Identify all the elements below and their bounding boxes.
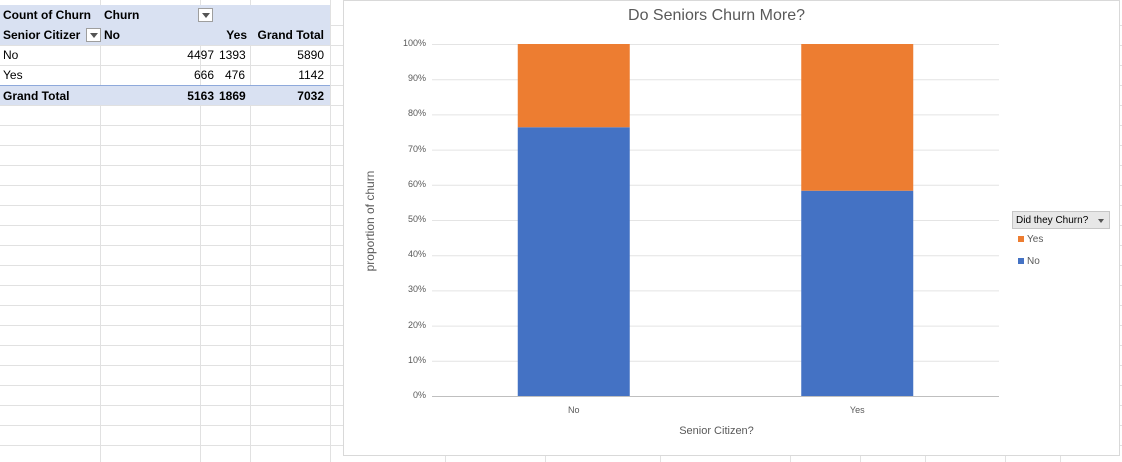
cell-total: 1142 bbox=[298, 68, 324, 82]
y-tick-label: 90% bbox=[407, 73, 426, 84]
cell-no: 4497 bbox=[187, 48, 214, 62]
column-header-no: No bbox=[104, 28, 120, 42]
row-label: Grand Total bbox=[3, 89, 70, 103]
y-tick-label: 100% bbox=[402, 38, 426, 48]
legend-swatch-yes bbox=[1018, 236, 1024, 243]
legend-swatch-no bbox=[1018, 258, 1024, 265]
pivot-header-row: Count of Churn Churn bbox=[0, 5, 330, 25]
legend-item-no: No bbox=[1012, 251, 1110, 273]
pivot-row-field: Senior Citizer bbox=[3, 28, 81, 42]
x-tick-label: Yes bbox=[849, 405, 865, 415]
bar-no-churn-no[interactable] bbox=[517, 127, 630, 396]
cell-yes: 1393 bbox=[219, 48, 246, 62]
cell-total: 7032 bbox=[297, 89, 324, 103]
row-label: Yes bbox=[3, 68, 23, 82]
plot-area bbox=[432, 44, 999, 397]
column-header-yes: Yes bbox=[226, 28, 247, 42]
cell-total: 5890 bbox=[297, 48, 324, 62]
pivot-row-yes: Yes 666 476 1142 bbox=[0, 65, 330, 85]
cell-yes: 1869 bbox=[219, 89, 246, 103]
y-tick-label: 30% bbox=[407, 284, 426, 295]
pivot-table: Count of Churn Churn Senior Citizer No Y… bbox=[0, 5, 330, 105]
y-tick-label: 40% bbox=[407, 249, 426, 260]
column-filter-dropdown-icon[interactable] bbox=[198, 8, 213, 22]
bar-no-churn-yes[interactable] bbox=[517, 44, 630, 128]
pivot-value-field: Count of Churn bbox=[3, 8, 91, 22]
pivot-row-no: No 4497 1393 5890 bbox=[0, 45, 330, 65]
legend-item-yes: Yes bbox=[1012, 229, 1110, 251]
cell-no: 5163 bbox=[187, 89, 214, 103]
y-tick-label: 10% bbox=[407, 354, 426, 365]
chart-title: Do Seniors Churn More? bbox=[628, 7, 805, 24]
y-tick-label: 50% bbox=[407, 214, 426, 224]
y-tick-label: 70% bbox=[407, 143, 426, 154]
row-label: No bbox=[3, 48, 19, 62]
legend-filter-button[interactable]: Did they Churn? bbox=[1012, 211, 1110, 229]
bar-yes-churn-yes[interactable] bbox=[801, 44, 914, 191]
cell-no: 666 bbox=[193, 68, 214, 82]
column-header-grand-total: Grand Total bbox=[257, 28, 324, 42]
chevron-down-icon bbox=[1098, 219, 1104, 223]
legend-title: Did they Churn? bbox=[1016, 215, 1089, 226]
bar-yes-churn-no[interactable] bbox=[801, 190, 914, 396]
x-axis-label: Senior Citizen? bbox=[679, 425, 754, 437]
legend: Did they Churn? Yes No bbox=[1012, 211, 1110, 273]
y-tick-label: 60% bbox=[407, 178, 426, 189]
y-tick-label: 80% bbox=[407, 108, 426, 119]
y-tick-label: 0% bbox=[412, 390, 426, 400]
row-filter-dropdown-icon[interactable] bbox=[86, 28, 101, 42]
chart-area[interactable]: Do Seniors Churn More? proportion of chu… bbox=[343, 0, 1120, 456]
pivot-column-labels-row: Senior Citizer No Yes Grand Total bbox=[0, 25, 330, 45]
x-tick-label: No bbox=[567, 405, 580, 415]
y-tick-label: 20% bbox=[407, 319, 426, 330]
pivot-column-field: Churn bbox=[104, 8, 140, 22]
pivot-grand-total-row: Grand Total 5163 1869 7032 bbox=[0, 85, 330, 105]
cell-yes: 476 bbox=[225, 68, 246, 82]
